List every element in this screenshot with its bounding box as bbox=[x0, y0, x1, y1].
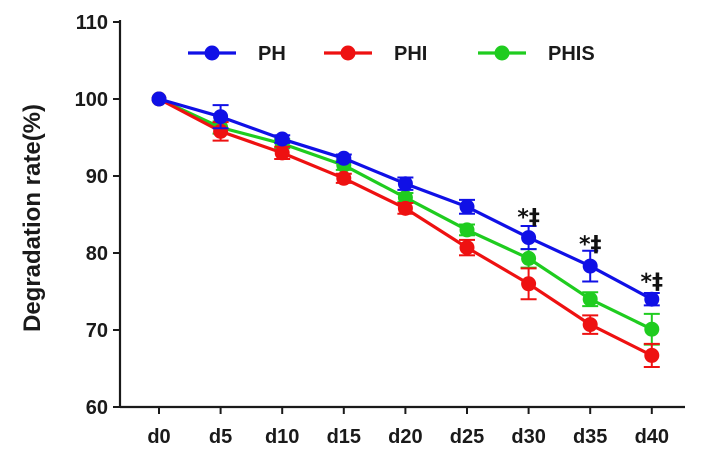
series-phi bbox=[152, 92, 660, 367]
data-point bbox=[521, 276, 536, 291]
x-tick-label: d20 bbox=[388, 426, 422, 448]
legend-marker bbox=[495, 46, 510, 61]
legend-label: PHI bbox=[394, 43, 427, 65]
data-point bbox=[460, 240, 475, 255]
y-tick-label: 70 bbox=[86, 320, 108, 342]
x-ticks: d0 d5 d10 d15 d20 d25 d30 d35 d40 bbox=[147, 407, 669, 448]
x-tick-label: d35 bbox=[573, 426, 607, 448]
significance-annotation: *‡ bbox=[579, 232, 602, 257]
data-point bbox=[275, 145, 290, 160]
y-axis-label: Degradation rate(%) bbox=[19, 104, 46, 332]
x-tick-label: d5 bbox=[209, 426, 232, 448]
x-tick-label: d30 bbox=[511, 426, 545, 448]
data-point bbox=[336, 151, 351, 166]
y-tick-label: 110 bbox=[76, 12, 108, 34]
legend-label: PH bbox=[258, 43, 286, 65]
data-point bbox=[213, 109, 228, 124]
x-tick-label: d10 bbox=[265, 426, 299, 448]
y-ticks: 60 70 80 90 100 110 bbox=[75, 12, 120, 419]
data-point bbox=[460, 222, 475, 237]
data-point bbox=[521, 251, 536, 266]
legend-item-phis: PHIS bbox=[478, 43, 595, 65]
x-tick-label: d15 bbox=[327, 426, 361, 448]
x-tick-label: d0 bbox=[147, 426, 170, 448]
series-line bbox=[159, 99, 652, 355]
legend-marker bbox=[341, 46, 356, 61]
x-tick-label: d25 bbox=[450, 426, 484, 448]
significance-annotation: *‡ bbox=[517, 206, 540, 231]
data-point bbox=[398, 176, 413, 191]
series-layer bbox=[152, 92, 660, 367]
data-point bbox=[336, 171, 351, 186]
x-tick-label: d40 bbox=[635, 426, 669, 448]
y-tick-label: 100 bbox=[75, 89, 108, 111]
legend-marker bbox=[205, 46, 220, 61]
y-tick-label: 60 bbox=[86, 397, 108, 419]
data-point bbox=[583, 259, 598, 274]
data-point bbox=[152, 92, 167, 107]
data-point bbox=[644, 348, 659, 363]
data-point bbox=[583, 292, 598, 307]
data-point bbox=[398, 201, 413, 216]
data-point bbox=[275, 132, 290, 147]
legend-item-phi: PHI bbox=[324, 43, 427, 65]
y-tick-label: 90 bbox=[86, 166, 108, 188]
legend: PH PHI PHIS bbox=[188, 43, 595, 65]
data-point bbox=[644, 322, 659, 337]
y-tick-label: 80 bbox=[86, 243, 108, 265]
data-point bbox=[460, 199, 475, 214]
legend-label: PHIS bbox=[548, 43, 595, 65]
data-point bbox=[521, 230, 536, 245]
significance-annotation: *‡ bbox=[641, 270, 664, 295]
data-point bbox=[583, 317, 598, 332]
legend-item-ph: PH bbox=[188, 43, 286, 65]
